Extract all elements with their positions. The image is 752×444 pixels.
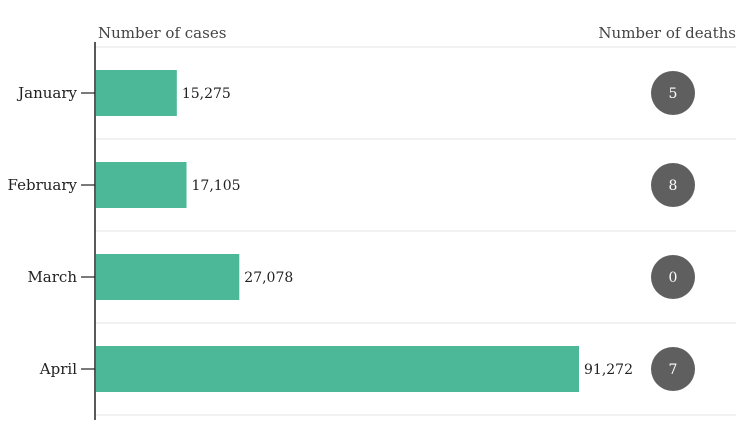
deaths-bubble [651, 71, 695, 115]
category-label: March [27, 268, 77, 286]
cases-bar [96, 162, 187, 208]
death-bubbles: 5 8 0 7 [651, 71, 695, 391]
cases-bar [96, 346, 579, 392]
deaths-bubble [651, 347, 695, 391]
deaths-value-label: 8 [669, 178, 678, 194]
cases-value-label: 91,272 [584, 362, 633, 378]
cases-value-label: 15,275 [182, 86, 231, 102]
cases-column-header: Number of cases [98, 24, 226, 42]
deaths-bubble [651, 163, 695, 207]
deaths-value-label: 5 [669, 86, 678, 102]
category-label: January [16, 84, 77, 102]
bars: 15,275 17,105 27,078 91,272 [96, 70, 633, 392]
cases-bar [96, 254, 240, 300]
grid-lines [95, 46, 736, 416]
deaths-bubble [651, 255, 695, 299]
cases-bar [96, 70, 177, 116]
axis: January February March April [8, 42, 96, 420]
deaths-column-header: Number of deaths [598, 24, 736, 42]
cases-value-label: 27,078 [244, 270, 293, 286]
category-label: April [39, 360, 77, 378]
deaths-value-label: 0 [669, 270, 678, 286]
cases-value-label: 17,105 [192, 178, 241, 194]
deaths-value-label: 7 [669, 362, 678, 378]
category-label: February [8, 176, 78, 194]
